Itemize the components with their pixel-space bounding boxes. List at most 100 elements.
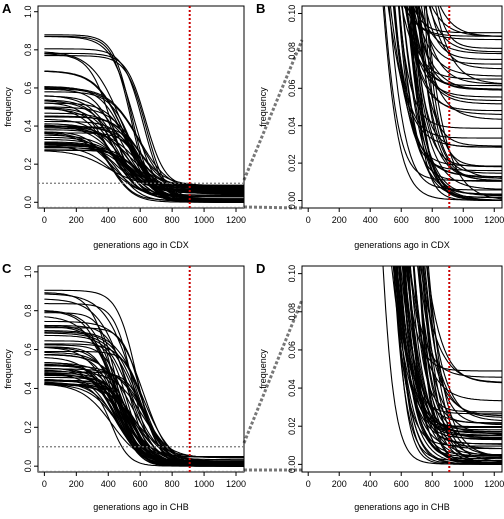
panel-label-b: B [256,1,265,16]
series-line [44,126,244,197]
x-tick-label: 600 [133,215,148,225]
x-tick-label: 1000 [194,479,214,489]
y-tick-label: 0.04 [287,379,297,397]
series-line [407,266,502,456]
x-tick-label: 1200 [226,479,246,489]
series-line [382,6,502,201]
series-line [412,6,502,34]
series-line [413,266,502,439]
y-ticks: 0.00 0.02 0.04 0.06 0.08 0.10 [287,5,302,210]
series-line [404,266,502,429]
series-line [417,266,502,435]
x-tick-label: 800 [165,215,180,225]
series-line [414,6,502,77]
y-tick-label: 1.0 [23,266,33,279]
x-tick-label: 600 [394,215,409,225]
x-tick-label: 400 [363,215,378,225]
series-line [44,52,244,188]
y-tick-label: 0.02 [287,417,297,435]
series-line [435,6,502,85]
series-line [44,87,244,191]
series-line [400,266,502,424]
series-line [44,350,244,467]
curves [382,266,502,465]
x-ticks: 0 200 400 600 800 1000 1200 [42,472,246,489]
x-tick-label: 1200 [226,215,246,225]
series-line [44,95,244,188]
series-line [420,6,502,85]
y-tick-label: 0.0 [23,196,33,209]
series-line [404,6,502,112]
series-line [44,115,244,190]
x-tick-label: 1200 [484,215,504,225]
panel-b: 0 200 400 600 800 1000 1200 0.000.020.040.060.… [258,5,504,250]
series-line [388,6,502,191]
series-line [44,87,244,203]
series-line [409,266,502,441]
x-tick-label: 1200 [484,479,504,489]
y-tick-label: 0.00 [287,192,297,210]
series-line [416,6,502,147]
series-line [425,6,502,200]
x-tick-label: 400 [101,479,116,489]
x-tick-label: 400 [101,215,116,225]
x-tick-label: 0 [42,215,47,225]
series-line [402,266,502,433]
series-line [422,266,502,456]
x-tick-label: 200 [69,215,84,225]
y-tick-label: 0.8 [23,304,33,317]
x-tick-label: 200 [332,215,347,225]
plot-frame [37,5,245,209]
zoom-connector-top-a [242,39,304,181]
y-tick-label: 0.4 [23,382,33,395]
x-tick-label: 600 [394,479,409,489]
y-tick-label: 0.06 [287,80,297,98]
guides [38,6,244,208]
series-line [410,6,502,196]
y-tick-label: 0.02 [287,154,297,172]
y-ticks: 0.0 0.2 0.4 0.6 0.8 1.0 [23,266,38,472]
y-tick-label: 0.00 [287,456,297,474]
series-line [395,266,502,465]
series-line [397,6,502,182]
y-tick-label: 0.08 [287,303,297,321]
y-ticks: 0.00 0.02 0.04 0.06 0.08 0.10 [287,265,302,473]
series-line [431,6,502,37]
x-tick-label: 800 [425,479,440,489]
y-tick-label: 0.6 [23,343,33,356]
y-tick-label: 0.6 [23,82,33,95]
y-tick-label: 0.2 [23,421,33,434]
series-line [44,334,244,464]
panel-c: 0 200 400 600 800 1000 1200 0.0 0.2 0.4 0.6 0.8 1.0… [3,265,246,512]
series-line [400,6,502,90]
x-tick-label: 400 [363,479,378,489]
series-line [422,266,502,462]
series-line [44,375,244,458]
series-line [425,6,502,167]
series-line [412,266,502,413]
series-line [421,266,502,465]
series-line [403,6,502,41]
x-ticks: 0 200 400 600 800 1000 1200 [306,208,504,225]
zoom-connector-top-c [242,299,304,444]
series-line [396,266,502,434]
series-line [429,6,502,70]
y-tick-label: 0.10 [287,265,297,283]
series-line [428,6,502,53]
x-tick-label: 800 [165,479,180,489]
y-tick-label: 0.08 [287,42,297,60]
x-axis-title: generations ago in CHB [354,502,450,512]
panel-label-c: C [2,261,12,276]
series-line [418,6,502,179]
series-line [44,95,244,193]
y-ticks: 0.0 0.2 0.4 0.6 0.8 1.0 [23,5,38,209]
x-tick-label: 0 [306,215,311,225]
panel-d: 0 200 400 600 800 1000 1200 0.000.020.040.060.… [258,265,504,512]
series-line [44,303,244,462]
x-tick-label: 1000 [194,215,214,225]
y-axis-title: frequency [3,349,13,389]
series-line [410,6,502,87]
x-ticks: 0 200 400 600 800 1000 1200 [42,208,246,225]
series-line [424,6,502,61]
